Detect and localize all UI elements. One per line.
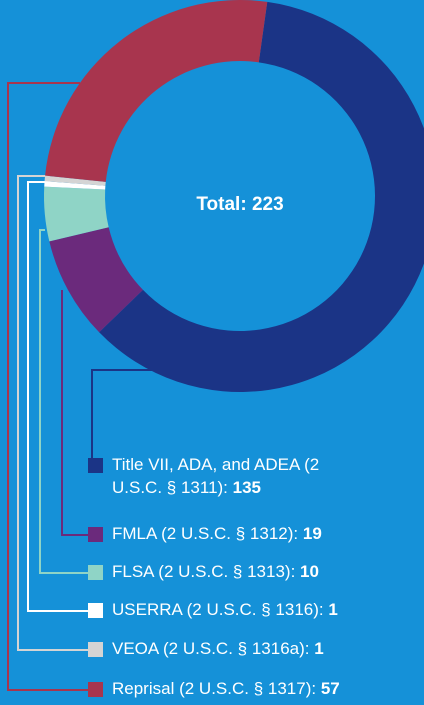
legend-value: 57 <box>320 679 340 698</box>
legend-item: Title VII, ADA, and ADEA (2 U.S.C. § 131… <box>88 455 342 499</box>
legend-label: FMLA (2 U.S.C. § 1312): <box>112 524 299 543</box>
connectors <box>7 82 155 691</box>
slice <box>44 181 106 190</box>
center-label-text: Total: <box>196 194 246 215</box>
legend-label: USERRA (2 U.S.C. § 1316): <box>112 600 324 619</box>
connector <box>61 290 88 536</box>
slice <box>45 0 268 182</box>
legend-item: USERRA (2 U.S.C. § 1316): 1 <box>88 600 338 620</box>
legend-item: Reprisal (2 U.S.C. § 1317): 57 <box>88 679 340 699</box>
legend-swatch <box>88 642 103 657</box>
connector <box>91 369 155 466</box>
legend-swatch <box>88 603 103 618</box>
legend-swatch <box>88 682 103 697</box>
legend-value: 1 <box>328 600 338 619</box>
legend-value: 10 <box>300 562 319 581</box>
legend-text: Reprisal (2 U.S.C. § 1317): 57 <box>112 679 340 699</box>
legend-text: VEOA (2 U.S.C. § 1316a): 1 <box>112 639 324 659</box>
legend-label: FLSA (2 U.S.C. § 1313): <box>112 562 296 581</box>
slice <box>43 186 109 242</box>
legend-text: Title VII, ADA, and ADEA (2 U.S.C. § 131… <box>112 453 342 499</box>
legend-label: Reprisal (2 U.S.C. § 1317): <box>112 679 317 698</box>
legend-text: FMLA (2 U.S.C. § 1312): 19 <box>112 524 322 544</box>
connector <box>39 229 88 574</box>
legend-swatch <box>88 565 103 580</box>
legend-text: USERRA (2 U.S.C. § 1316): 1 <box>112 600 338 620</box>
connector <box>17 175 88 651</box>
donut <box>43 0 424 392</box>
legend-swatch <box>88 527 103 542</box>
legend-item: VEOA (2 U.S.C. § 1316a): 1 <box>88 639 324 659</box>
slice <box>99 1 424 392</box>
legend-swatch <box>88 458 103 473</box>
legend-label: Title VII, ADA, and ADEA (2 U.S.C. § 131… <box>112 455 320 497</box>
legend-item: FMLA (2 U.S.C. § 1312): 19 <box>88 524 322 544</box>
legend-value: 19 <box>302 524 322 543</box>
legend-value: 1 <box>314 639 324 658</box>
connector <box>7 82 88 691</box>
legend-text: FLSA (2 U.S.C. § 1313): 10 <box>112 562 319 582</box>
legend-value: 135 <box>232 478 262 497</box>
slice <box>44 175 106 186</box>
legend-label: VEOA (2 U.S.C. § 1316a): <box>112 639 310 658</box>
slice <box>49 227 143 333</box>
center-label: Total: 223 <box>196 194 283 215</box>
connector <box>27 181 88 612</box>
legend-item: FLSA (2 U.S.C. § 1313): 10 <box>88 562 319 582</box>
total: 223 <box>252 194 284 215</box>
